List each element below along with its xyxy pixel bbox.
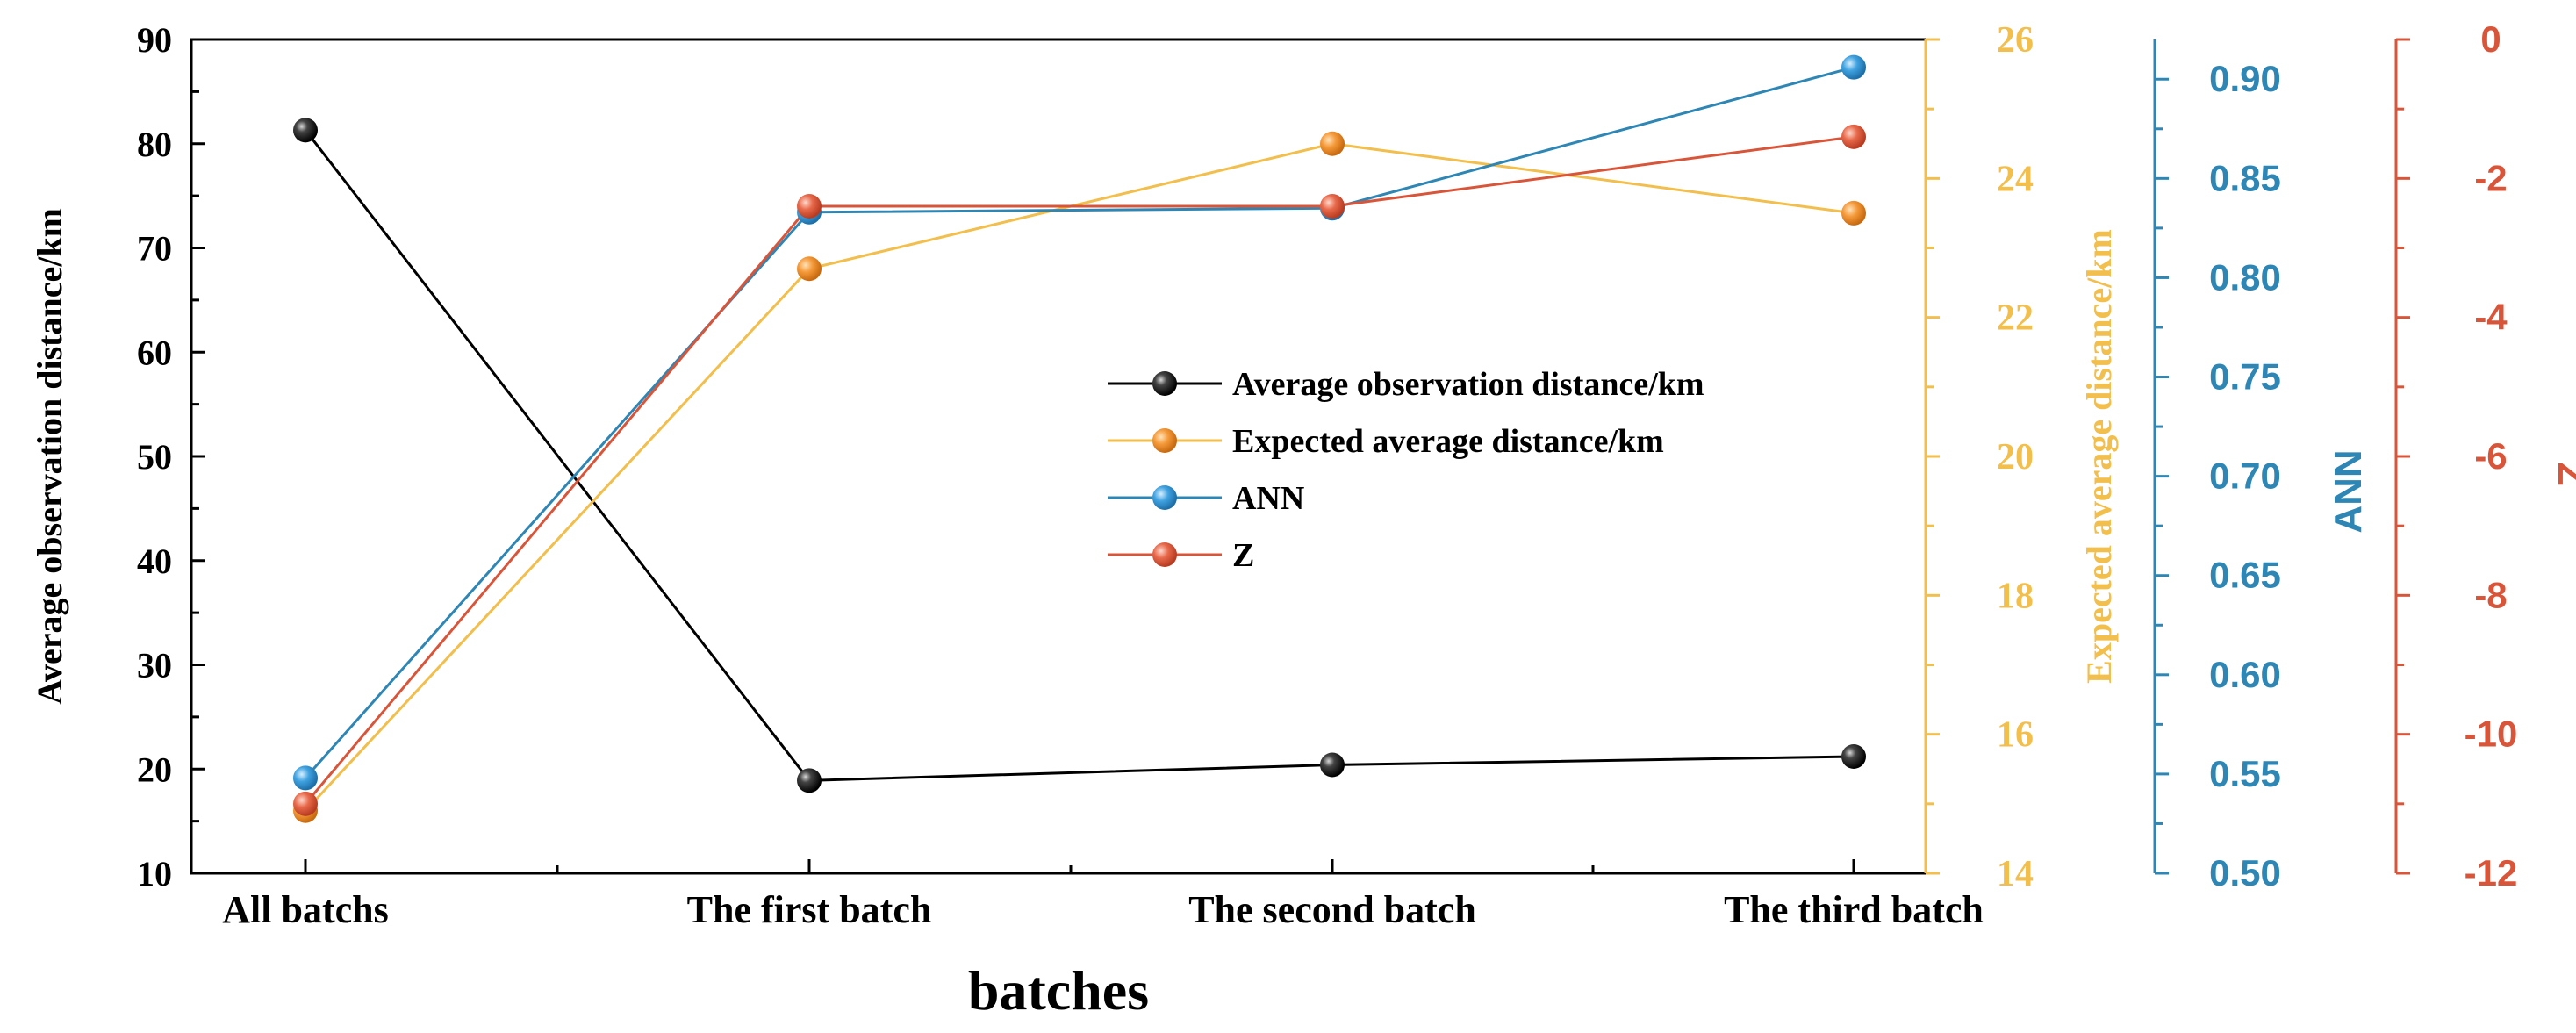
data-point-z-1 — [797, 194, 822, 219]
left-tick-label: 40 — [137, 542, 172, 581]
axes-layer: 10 20 30 40 50 60 70 80 90 14 16 18 20 22 24 26 0.50 0.55… — [137, 18, 2517, 931]
data-point-exp-3 — [1841, 200, 1866, 226]
data-point-z-3 — [1841, 124, 1866, 149]
exp-tick-label: 22 — [1997, 298, 2034, 339]
legend-marker — [1152, 485, 1177, 510]
series-line-left — [304, 129, 1855, 782]
x-tick-label: All batchs — [222, 888, 388, 931]
legend-marker — [1152, 428, 1177, 453]
left-tick-label: 20 — [137, 750, 172, 789]
exp-tick-label: 20 — [1997, 437, 2034, 477]
left-tick-label: 90 — [137, 20, 172, 60]
ann-tick-label: 0.90 — [2209, 58, 2281, 99]
z-axis-title: Z — [2550, 463, 2576, 486]
left-tick-label: 60 — [137, 333, 172, 372]
data-point-ann-3 — [1841, 54, 1866, 80]
legend-label: ANN — [1232, 480, 1304, 517]
ann-tick-label: 0.75 — [2209, 356, 2281, 398]
z-tick-label: -12 — [2465, 852, 2518, 893]
left-tick-label: 50 — [137, 437, 172, 477]
data-point-exp-1 — [797, 256, 822, 282]
data-point-left-0 — [293, 118, 318, 143]
ann-axis-title: ANN — [2327, 449, 2370, 533]
series-line-exp — [304, 142, 1855, 812]
legend-label: Average observation distance/km — [1232, 366, 1704, 403]
legend-marker — [1152, 542, 1177, 567]
x-tick-label: The third batch — [1724, 888, 1984, 931]
z-tick-label: -10 — [2465, 714, 2518, 755]
z-tick-label: -2 — [2474, 157, 2507, 198]
left-tick-label: 70 — [137, 229, 172, 269]
series-markers — [293, 54, 1866, 823]
exp-tick-label: 26 — [1997, 20, 2034, 61]
z-tick-label: 0 — [2480, 18, 2501, 60]
data-point-z-2 — [1320, 194, 1345, 219]
ann-tick-label: 0.55 — [2209, 753, 2281, 794]
legend-item-ann: ANN — [1108, 480, 1304, 517]
data-point-left-1 — [797, 768, 822, 793]
data-point-ann-0 — [293, 765, 318, 791]
exp-tick-label: 18 — [1997, 576, 2034, 616]
ann-tick-label: 0.85 — [2209, 157, 2281, 198]
left-tick-label: 10 — [137, 854, 172, 893]
z-tick-label: -6 — [2474, 435, 2507, 477]
x-axis-title: batches — [968, 959, 1149, 1022]
left-axis-title: Average observation distance/km — [30, 208, 69, 705]
data-point-left-2 — [1320, 752, 1345, 778]
legend-label: Expected average distance/km — [1232, 423, 1664, 460]
ann-tick-label: 0.70 — [2209, 456, 2281, 497]
legend-label: Z — [1232, 537, 1254, 574]
exp-tick-label: 24 — [1997, 159, 2034, 199]
ann-tick-label: 0.60 — [2209, 654, 2281, 695]
ann-tick-label: 0.65 — [2209, 555, 2281, 596]
series-line-ann — [304, 66, 1855, 779]
left-tick-label: 30 — [137, 646, 172, 685]
exp-tick-label: 14 — [1997, 854, 2034, 894]
x-tick-label: The second batch — [1188, 888, 1476, 931]
expected-axis-title: Expected average distance/km — [2079, 229, 2119, 684]
legend-item-z: Z — [1108, 537, 1254, 574]
series-line-z — [304, 135, 1855, 805]
legend-item-expected-distance: Expected average distance/km — [1108, 423, 1664, 460]
legend-item-avg-observation: Average observation distance/km — [1108, 366, 1704, 403]
z-tick-label: -8 — [2474, 574, 2507, 615]
legend-marker — [1152, 371, 1177, 396]
ann-tick-label: 0.50 — [2209, 852, 2281, 893]
plot-frame — [190, 38, 1927, 875]
legend: Average observation distance/km Expected… — [1108, 366, 1704, 574]
data-point-z-0 — [293, 791, 318, 816]
series-lines — [304, 66, 1855, 812]
x-tick-label: The first batch — [687, 888, 932, 931]
ann-tick-label: 0.80 — [2209, 256, 2281, 298]
z-tick-label: -4 — [2474, 297, 2508, 338]
exp-tick-label: 16 — [1997, 715, 2034, 756]
data-point-exp-2 — [1320, 131, 1345, 156]
data-point-left-3 — [1841, 744, 1866, 769]
left-tick-label: 80 — [137, 125, 172, 164]
